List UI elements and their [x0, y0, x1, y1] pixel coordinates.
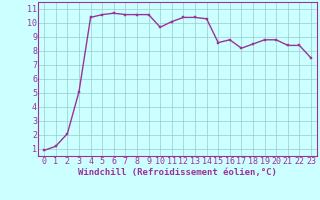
X-axis label: Windchill (Refroidissement éolien,°C): Windchill (Refroidissement éolien,°C)	[78, 168, 277, 177]
